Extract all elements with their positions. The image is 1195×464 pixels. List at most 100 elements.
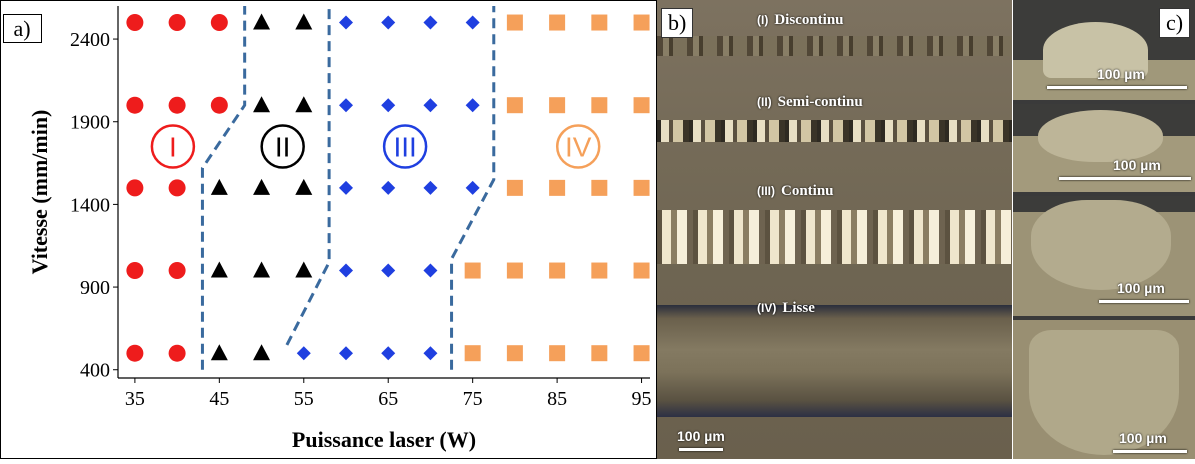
data-point-diamond — [339, 15, 353, 30]
region-label: I — [169, 132, 177, 163]
y-tick-label: 1400 — [70, 194, 110, 216]
data-point-diamond — [381, 346, 396, 361]
data-point-diamond — [423, 15, 438, 30]
y-tick-label: 1900 — [70, 112, 110, 134]
row-label-lisse: (IV) Lisse — [757, 300, 815, 316]
region-circle — [382, 124, 428, 169]
panel-b-micrograph: (I) Discontinu (II) Semi-continu (III) Cont… — [657, 0, 1012, 459]
data-point-triangle — [295, 96, 313, 113]
data-point-square — [591, 345, 608, 362]
data-point-circle — [210, 14, 228, 32]
data-point-square — [549, 262, 566, 279]
separator — [1013, 316, 1195, 320]
data-point-circle — [126, 262, 144, 280]
scale-bar-c3 — [1099, 300, 1189, 303]
y-axis-label: Vitesse (mm/min) — [27, 110, 52, 275]
scale-text-c4: 100 µm — [1119, 430, 1167, 446]
scale-text-c3: 100 µm — [1117, 280, 1165, 296]
data-point-diamond — [381, 98, 396, 113]
data-point-square — [506, 345, 523, 362]
data-point-square — [633, 14, 650, 31]
panel-label-c: c) — [1159, 8, 1191, 38]
panel-label-box-a — [3, 14, 42, 43]
region-circle — [555, 124, 601, 169]
data-point-square — [506, 97, 523, 114]
data-point-triangle — [295, 13, 313, 30]
data-point-triangle — [210, 261, 228, 278]
data-point-circle — [126, 14, 144, 32]
data-point-square — [633, 262, 650, 279]
data-point-square — [633, 345, 650, 362]
data-point-circle — [126, 179, 144, 197]
data-point-triangle — [253, 96, 271, 113]
region-label: IV — [565, 132, 592, 163]
panel-a-chart: 35 45 55 65 75 85 95 400 900 1400 1900 2400 Puissanc… — [0, 0, 657, 459]
data-point-square — [591, 262, 608, 279]
data-point-circle — [210, 96, 228, 114]
data-point-square — [464, 262, 481, 279]
data-point-diamond — [423, 98, 438, 113]
data-point-triangle — [253, 344, 271, 361]
data-point-diamond — [381, 180, 396, 195]
regime-boundary-line — [450, 6, 496, 370]
panel-c-cross-sections: 100 µm 100 µm 100 µm 100 µm c) — [1013, 0, 1195, 459]
x-tick-label: 65 — [378, 388, 398, 410]
scatter-chart: 35 45 55 65 75 85 95 400 900 1400 1900 2400 Puissanc… — [0, 0, 657, 459]
x-tick-label: 55 — [294, 388, 314, 410]
data-point-triangle — [253, 261, 271, 278]
scale-bar-c2 — [1059, 177, 1191, 180]
data-point-circle — [126, 96, 144, 114]
data-point-circle — [168, 262, 186, 280]
data-point-diamond — [339, 98, 353, 113]
scale-text-b: 100 µm — [677, 428, 725, 444]
data-point-diamond — [423, 346, 438, 361]
data-point-square — [591, 179, 608, 196]
data-point-triangle — [295, 178, 313, 195]
y-tick-label: 2400 — [70, 29, 110, 51]
data-point-diamond — [465, 180, 480, 195]
scale-bar-c4 — [1113, 450, 1187, 453]
scale-text-c2: 100 µm — [1113, 157, 1161, 173]
scale-bar-c1 — [1047, 86, 1187, 89]
x-tick-label: 85 — [547, 388, 567, 410]
data-point-diamond — [381, 15, 396, 30]
x-axis-label: Puissance laser (W) — [292, 427, 476, 452]
separator — [1013, 100, 1195, 104]
data-point-triangle — [295, 261, 313, 278]
region-label: III — [393, 132, 416, 163]
data-point-square — [633, 179, 650, 196]
regime-boundary-line — [200, 6, 247, 370]
y-tick-label: 900 — [80, 277, 110, 299]
data-point-diamond — [465, 98, 480, 113]
panel-label-a: a) — [13, 16, 30, 41]
data-point-diamond — [339, 180, 353, 195]
data-point-square — [549, 179, 566, 196]
track-smooth — [657, 305, 1012, 417]
data-point-square — [506, 262, 523, 279]
cross-section-4 — [1013, 320, 1195, 459]
data-point-diamond — [423, 263, 438, 278]
data-point-triangle — [210, 178, 228, 195]
data-point-square — [549, 345, 566, 362]
data-point-square — [506, 179, 523, 196]
track-semi-continuous — [657, 120, 1012, 142]
x-tick-label: 75 — [463, 388, 483, 410]
row-label-continu: (III) Continu — [757, 183, 834, 199]
data-point-square — [549, 97, 566, 114]
region-label: II — [275, 132, 291, 163]
panel-label-b: b) — [661, 8, 694, 38]
data-point-circle — [168, 344, 186, 362]
y-tick-label: 400 — [80, 360, 110, 382]
x-tick-label: 95 — [632, 388, 652, 410]
data-point-square — [464, 345, 481, 362]
data-point-diamond — [465, 15, 480, 30]
region-circle — [150, 124, 196, 169]
region-circle — [260, 124, 305, 169]
data-point-triangle — [210, 344, 228, 361]
data-point-circle — [126, 344, 144, 362]
row-label-semi-continu: (II) Semi-continu — [757, 94, 863, 110]
scale-bar-b — [679, 448, 723, 451]
data-point-circle — [168, 179, 186, 197]
row-label-discontinu: (I) Discontinu — [757, 12, 844, 28]
data-point-triangle — [253, 178, 271, 195]
